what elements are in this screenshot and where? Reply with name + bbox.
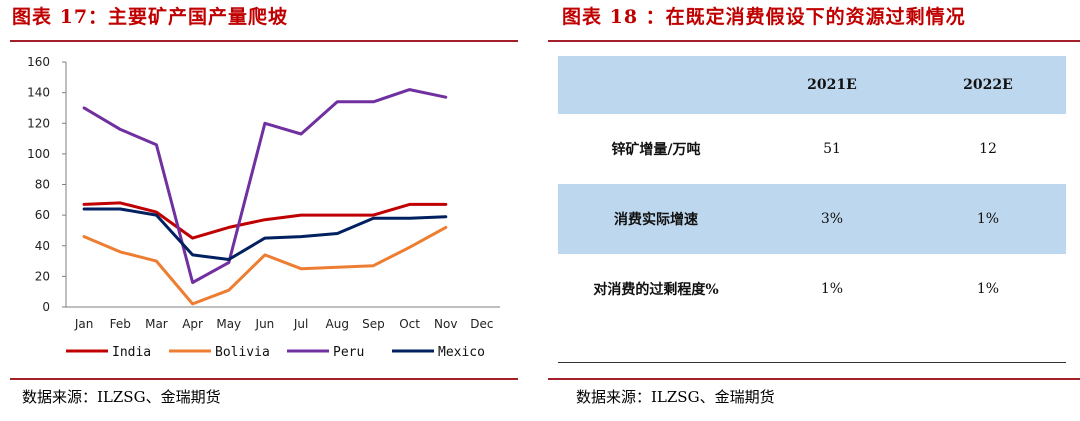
table-source-note: 数据来源：ILZSG、金瑞期货 xyxy=(576,388,775,406)
legend-label: India xyxy=(112,345,151,360)
table-cell: 51 xyxy=(823,141,841,157)
y-tick-label: 40 xyxy=(35,239,50,253)
y-tick-label: 120 xyxy=(27,116,50,130)
table-cell: 1% xyxy=(820,281,844,297)
y-tick-label: 0 xyxy=(42,300,50,314)
series-line-bolivia xyxy=(82,225,448,306)
table-header-cell: 2022E xyxy=(963,77,1013,93)
table-figure-title: 图表 18 ：在既定消费假设下的资源过剩情况 xyxy=(562,6,966,28)
x-tick-label: May xyxy=(216,317,241,331)
table-panel: 图表 18 ：在既定消费假设下的资源过剩情况 2021E 2022E 锌矿增量/… xyxy=(548,0,1080,421)
source-divider xyxy=(10,378,518,380)
chart-panel: 图表 17：主要矿产国产量爬坡 0 20 40 60 80 100 120 140 160 Jan… xyxy=(0,0,520,421)
x-tick-label: Aug xyxy=(326,317,349,331)
table-header-cell xyxy=(558,56,754,114)
y-tick-label: 20 xyxy=(35,269,50,283)
legend-label: Peru xyxy=(333,345,364,360)
y-tick-label: 80 xyxy=(35,178,50,192)
x-tick-label: Jan xyxy=(74,317,94,331)
surplus-table: 2021E 2022E 锌矿增量/万吨 51 12 消费实际增速 3% 1% 对… xyxy=(558,56,1066,324)
line-chart: 0 20 40 60 80 100 120 140 160 Jan Feb Mar Apr May Jun J… xyxy=(27,55,500,360)
x-tick-label: Jun xyxy=(255,317,275,331)
table-row: 锌矿增量/万吨 51 12 xyxy=(558,114,1066,184)
x-tick-label: Feb xyxy=(110,317,131,331)
table-row: 对消费的过剩程度% 1% 1% xyxy=(558,254,1066,324)
x-tick-label: Nov xyxy=(434,317,457,331)
table-cell: 3% xyxy=(820,211,844,227)
table-header-cell: 2021E xyxy=(807,77,857,93)
source-divider xyxy=(548,378,1080,380)
table-cell: 1% xyxy=(976,211,1000,227)
x-tick-label: Sep xyxy=(362,317,385,331)
table-header-row: 2021E 2022E xyxy=(558,56,1066,114)
legend-label: Bolivia xyxy=(215,345,270,360)
y-tick-label: 60 xyxy=(35,208,50,222)
y-tick-label: 160 xyxy=(27,55,50,69)
chart-figure-title: 图表 17：主要矿产国产量爬坡 xyxy=(12,6,289,28)
x-tick-label: Oct xyxy=(399,317,420,331)
x-tick-label: Dec xyxy=(470,317,493,331)
chart-source-note: 数据来源：ILZSG、金瑞期货 xyxy=(22,388,221,406)
series-line-mexico xyxy=(82,207,448,261)
series-line-india xyxy=(82,201,448,240)
title-divider xyxy=(548,40,1080,42)
title-divider xyxy=(10,40,518,42)
x-tick-label: Apr xyxy=(182,317,203,331)
row-label: 锌矿增量/万吨 xyxy=(611,142,701,158)
table-row: 消费实际增速 3% 1% xyxy=(558,184,1066,254)
y-tick-label: 100 xyxy=(27,147,50,161)
x-tick-label: Jul xyxy=(293,317,308,331)
row-label: 对消费的过剩程度% xyxy=(593,282,719,298)
y-tick-label: 140 xyxy=(27,86,50,100)
table-bottom-border xyxy=(558,362,1066,363)
row-label: 消费实际增速 xyxy=(614,212,698,228)
legend-label: Mexico xyxy=(438,345,485,360)
x-tick-label: Mar xyxy=(145,317,168,331)
table-cell: 12 xyxy=(979,141,997,157)
table-cell: 1% xyxy=(976,281,1000,297)
series-line-peru xyxy=(82,88,448,284)
